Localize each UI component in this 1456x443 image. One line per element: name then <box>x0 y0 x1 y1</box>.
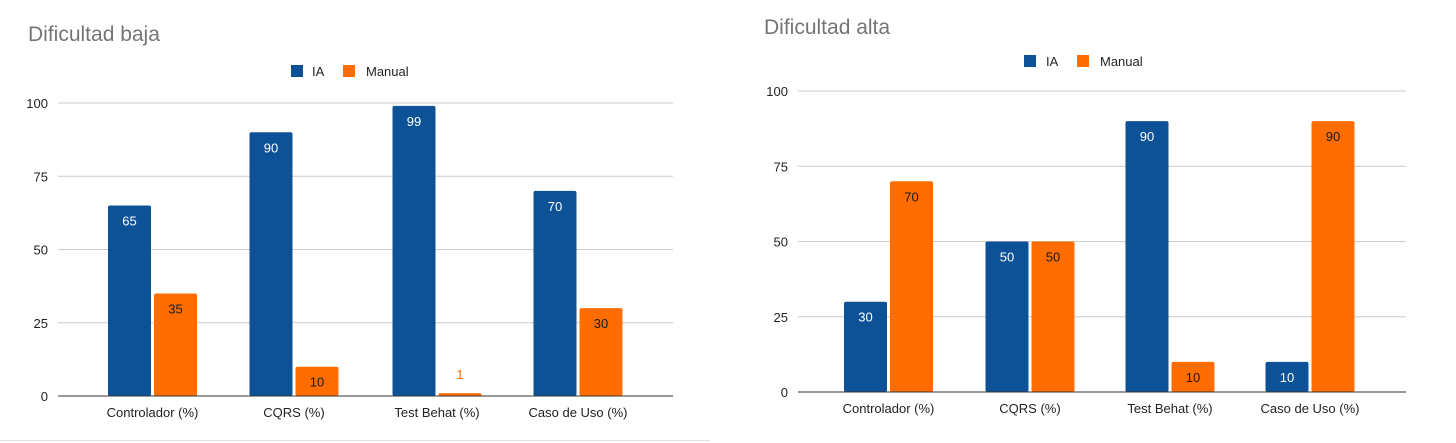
data-label-manual-cqrs: 50 <box>1046 250 1060 265</box>
data-label-manual-test-behat: 1 <box>456 367 463 382</box>
bar-ia-test-behat <box>392 105 436 397</box>
y-tick-label-50: 50 <box>34 243 48 258</box>
bar-manual-caso-de-uso <box>1311 121 1355 392</box>
bar-manual-cqrs <box>1031 241 1075 392</box>
bar-ia-cqrs <box>249 132 293 397</box>
x-tick-label-cqrs: CQRS (%) <box>999 401 1060 416</box>
y-tick-label-75: 75 <box>774 159 788 174</box>
data-label-ia-controlador: 65 <box>122 214 136 229</box>
chart-panel-dificultad-baja: Dificultad baja IA Manual 0 25 50 75 100 65 35 Con… <box>0 0 710 443</box>
data-label-ia-controlador: 30 <box>858 310 872 325</box>
bar-ia-caso-de-uso <box>1265 361 1309 392</box>
bar-ia-controlador <box>108 205 151 396</box>
bar-manual-cqrs <box>295 366 339 396</box>
data-label-ia-test-behat: 99 <box>407 114 421 129</box>
y-tick-label-25: 25 <box>774 310 788 325</box>
data-label-manual-controlador: 35 <box>168 301 182 316</box>
bar-manual-controlador <box>154 293 197 396</box>
x-tick-label-cqrs: CQRS (%) <box>263 405 324 420</box>
x-tick-label-controlador: Controlador (%) <box>843 401 935 416</box>
data-label-ia-cqrs: 50 <box>1000 250 1014 265</box>
panel-divider <box>0 440 710 441</box>
y-tick-label-100: 100 <box>26 96 48 111</box>
data-label-manual-cqrs: 10 <box>310 375 324 390</box>
x-tick-label-caso-de-uso: Caso de Uso (%) <box>529 405 628 420</box>
y-tick-label-0: 0 <box>781 385 788 400</box>
x-tick-label-test-behat: Test Behat (%) <box>1127 401 1212 416</box>
data-label-manual-caso-de-uso: 90 <box>1326 129 1340 144</box>
y-tick-label-100: 100 <box>766 84 788 99</box>
y-tick-label-0: 0 <box>41 389 48 404</box>
chart-title: Dificultad baja <box>28 23 160 46</box>
chart-dificultad-alta: Dificultad alta IA Manual 0 25 50 75 100 30 70 Con… <box>764 16 1406 416</box>
data-label-manual-controlador: 70 <box>904 189 918 204</box>
bar-ia-test-behat <box>1125 121 1169 392</box>
chart-dificultad-baja: Dificultad baja IA Manual 0 25 50 75 100 65 35 Con… <box>26 23 673 420</box>
bar-manual-controlador <box>890 181 933 392</box>
bar-ia-caso-de-uso <box>533 190 577 396</box>
x-tick-label-test-behat: Test Behat (%) <box>394 405 479 420</box>
legend-swatch-ia <box>291 65 303 77</box>
legend-label-ia: IA <box>312 64 325 79</box>
bar-ia-cqrs <box>985 241 1029 392</box>
legend-label-ia: IA <box>1046 54 1059 69</box>
legend-label-manual: Manual <box>366 64 409 79</box>
legend-swatch-ia <box>1024 55 1036 67</box>
legend-label-manual: Manual <box>1100 54 1143 69</box>
data-label-ia-test-behat: 90 <box>1140 129 1154 144</box>
x-tick-label-caso-de-uso: Caso de Uso (%) <box>1261 401 1360 416</box>
legend-swatch-manual <box>1077 55 1089 67</box>
data-label-manual-caso-de-uso: 30 <box>594 316 608 331</box>
chart-panel-dificultad-alta: Dificultad alta IA Manual 0 25 50 75 100 30 70 Con… <box>736 0 1456 443</box>
data-label-ia-caso-de-uso: 10 <box>1280 370 1294 385</box>
bar-manual-test-behat <box>1171 361 1215 392</box>
data-label-ia-caso-de-uso: 70 <box>548 199 562 214</box>
bar-ia-controlador <box>844 301 887 392</box>
y-tick-label-50: 50 <box>774 235 788 250</box>
data-label-ia-cqrs: 90 <box>264 140 278 155</box>
bar-manual-caso-de-uso <box>579 308 623 396</box>
y-tick-label-25: 25 <box>34 316 48 331</box>
y-tick-label-75: 75 <box>34 169 48 184</box>
x-tick-label-controlador: Controlador (%) <box>107 405 199 420</box>
chart-title: Dificultad alta <box>764 16 890 39</box>
legend-swatch-manual <box>343 65 355 77</box>
bar-manual-test-behat <box>438 393 482 396</box>
data-label-manual-test-behat: 10 <box>1186 370 1200 385</box>
